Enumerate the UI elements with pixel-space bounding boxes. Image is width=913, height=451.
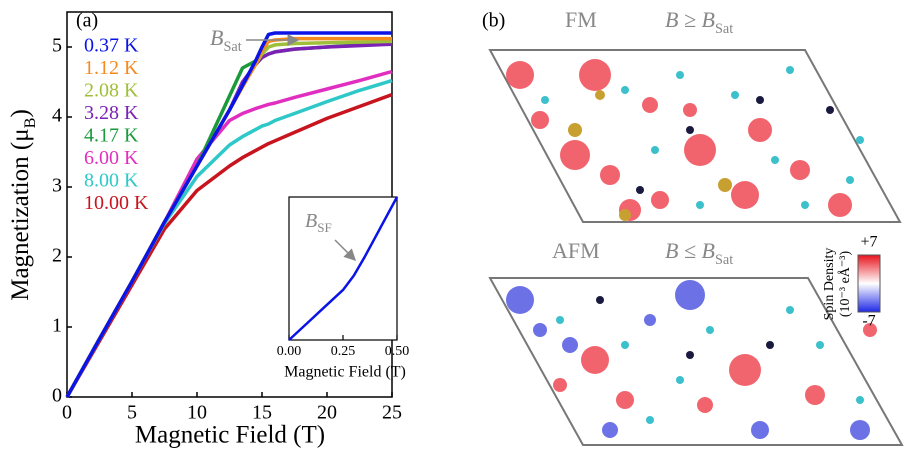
text-part: B [305, 210, 317, 232]
text-part: ) [7, 109, 34, 117]
subscript: SF [317, 220, 331, 235]
legend-entry: 4.17 K [84, 125, 139, 147]
y-tick-label: 5 [52, 35, 62, 57]
y-tick-label: 3 [52, 175, 62, 197]
x-tick-label: 15 [252, 402, 272, 424]
y-tick-label: 4 [52, 105, 62, 127]
structure-title: FM [565, 7, 597, 32]
legend-entry: 3.28 K [84, 102, 139, 124]
structure-title: AFM [552, 238, 600, 263]
figure: 0510152025012345Magnetic Field (T)Magnet… [0, 0, 913, 451]
legend-entry: 6.00 K [84, 147, 139, 169]
panel-label: (b) [482, 10, 505, 32]
colorbar-tick-label: -7 [862, 313, 875, 330]
inset-x-label: Magnetic Field (T) [284, 364, 406, 381]
structure-condition: B ≥ BSat [665, 7, 733, 37]
panel-label: (a) [76, 10, 98, 32]
legend-entry: 8.00 K [84, 170, 139, 192]
y-tick-label: 2 [52, 245, 62, 267]
colorbar-units: (10⁻³ eÅ⁻³) [837, 251, 853, 318]
y-tick-label: 0 [52, 385, 62, 407]
colorbar [858, 255, 880, 312]
subscript: B [21, 117, 39, 128]
legend-entry: 2.08 K [84, 80, 139, 102]
text-part: B [210, 25, 223, 50]
subscript: Sat [715, 252, 733, 268]
text-part: B ≥ B [665, 7, 715, 32]
x-tick-label: 25 [382, 402, 402, 424]
subscript: Sat [223, 39, 241, 55]
x-tick-label: 10 [187, 402, 207, 424]
annotation: BSat [210, 25, 242, 55]
x-axis-label: Magnetic Field (T) [135, 422, 325, 449]
legend-entry: 10.00 K [84, 192, 149, 214]
x-tick-label: 20 [317, 402, 337, 424]
x-tick-label: 0.50 [385, 344, 410, 359]
structure-condition: B ≤ BSat [665, 238, 733, 268]
text-part: Magnetization (μ [7, 128, 34, 300]
fm-structure [490, 50, 900, 222]
y-axis-label: Magnetization (μB) [7, 109, 39, 301]
colorbar-tick-label: +7 [860, 234, 877, 251]
text-part: B ≤ B [665, 238, 715, 263]
legend-entry: 0.37 K [84, 35, 139, 57]
x-tick-label: 5 [127, 402, 137, 424]
colorbar-title: Spin Density [822, 248, 837, 321]
x-tick-label: 0 [62, 402, 72, 424]
y-tick-label: 1 [52, 315, 62, 337]
x-tick-label: 0.00 [277, 344, 302, 359]
subscript: Sat [715, 21, 733, 37]
legend-entry: 1.12 K [84, 57, 139, 79]
x-tick-label: 0.25 [331, 344, 356, 359]
